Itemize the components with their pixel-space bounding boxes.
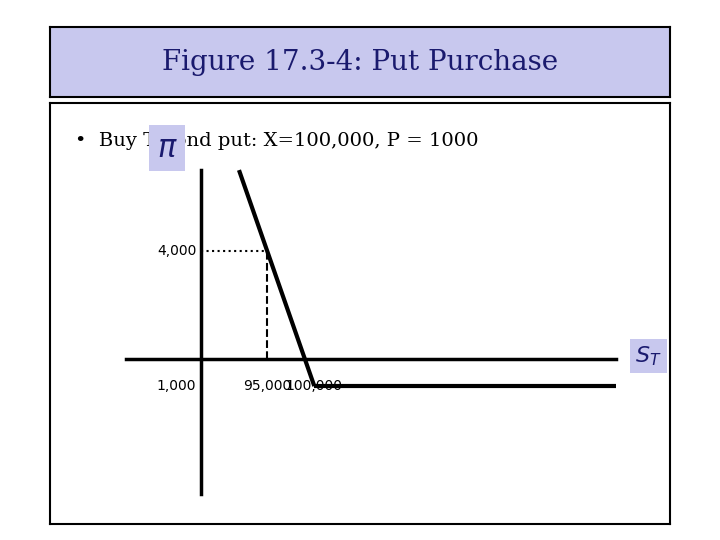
Text: 1,000: 1,000 xyxy=(157,379,197,393)
Text: $S_T$: $S_T$ xyxy=(635,344,662,368)
Text: $\pi$: $\pi$ xyxy=(157,133,177,164)
Text: 95,000: 95,000 xyxy=(243,379,292,393)
Text: 100,000: 100,000 xyxy=(286,379,343,393)
Text: Figure 17.3-4: Put Purchase: Figure 17.3-4: Put Purchase xyxy=(162,49,558,76)
Text: 4,000: 4,000 xyxy=(157,244,197,258)
Text: •  Buy T-Bond put: X=100,000, P = 1000: • Buy T-Bond put: X=100,000, P = 1000 xyxy=(75,132,479,150)
